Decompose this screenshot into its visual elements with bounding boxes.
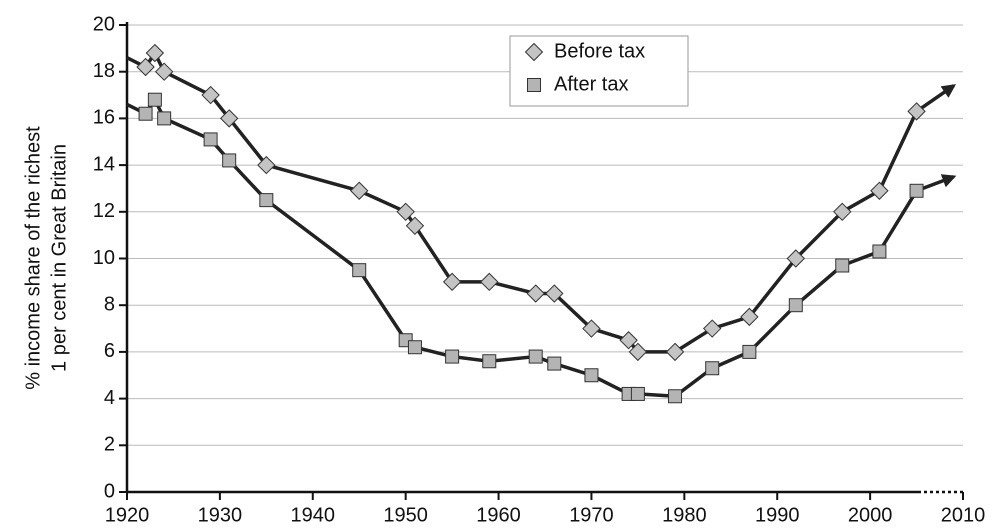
y-tick-label: 20 (93, 13, 115, 35)
y-tick-label: 18 (93, 60, 115, 82)
series-line (126, 97, 919, 399)
diamond-marker (154, 62, 174, 81)
square-marker (584, 368, 599, 383)
x-tick-label: 1930 (198, 504, 243, 526)
square-marker (445, 349, 460, 364)
square-marker (259, 193, 274, 208)
y-tick-label: 12 (93, 200, 115, 222)
square-marker (157, 111, 172, 126)
diamond-marker (628, 342, 648, 362)
diamond-marker (480, 272, 499, 292)
square-marker (788, 298, 803, 313)
x-tick-label: 1980 (662, 504, 707, 526)
y-axis-label: 1 per cent in Great Britain (48, 144, 70, 372)
x-tick-label: 1960 (476, 504, 521, 526)
diamond-marker (582, 319, 601, 338)
diamond-marker (257, 155, 276, 175)
square-marker (909, 183, 924, 198)
legend-marker (524, 42, 544, 62)
x-tick-label: 1970 (569, 504, 614, 526)
square-marker (528, 349, 543, 364)
square-marker (872, 244, 887, 259)
diamond-marker (786, 249, 806, 268)
diamond-marker (442, 272, 462, 292)
diamond-marker (545, 284, 564, 303)
diamond-marker (526, 284, 545, 303)
diamond-marker (619, 331, 638, 350)
y-tick-label: 6 (104, 340, 115, 362)
x-tick-label: 1950 (383, 504, 428, 526)
x-tick-label: 1990 (755, 504, 800, 526)
y-tick-label: 0 (104, 480, 115, 502)
diamond-marker (833, 202, 852, 222)
diamond-marker (145, 43, 165, 63)
diamond-marker (396, 202, 415, 222)
x-tick-label: 1920 (105, 504, 150, 526)
y-axis-label: % income share of the richest (22, 126, 44, 390)
diamond-marker (201, 85, 220, 105)
x-tick-label: 1940 (291, 504, 336, 526)
square-marker (547, 356, 562, 371)
diamond-marker (136, 57, 155, 77)
diamond-marker (870, 181, 889, 200)
diamond-marker (350, 181, 369, 200)
diamond-marker (665, 342, 685, 362)
series-line (126, 51, 919, 354)
diamond-marker (907, 102, 926, 121)
y-tick-label: 8 (104, 293, 115, 315)
square-marker (705, 361, 720, 376)
y-tick-label: 14 (93, 153, 115, 175)
y-tick-label: 16 (93, 107, 115, 129)
square-marker (668, 389, 683, 404)
trend-arrow (915, 84, 957, 113)
square-marker (407, 340, 422, 355)
square-marker (742, 344, 757, 359)
x-tick-label: 2000 (848, 504, 893, 526)
square-marker (222, 153, 237, 168)
diamond-marker (219, 109, 239, 128)
square-marker (630, 386, 645, 401)
diamond-marker (405, 216, 425, 236)
y-tick-label: 4 (104, 387, 115, 409)
square-marker (835, 258, 850, 273)
x-tick-label: 2010 (941, 504, 986, 526)
square-marker (482, 354, 497, 369)
legend-marker (527, 78, 541, 92)
diamond-marker (740, 307, 759, 327)
y-tick-label: 10 (93, 247, 115, 269)
legend (509, 35, 689, 107)
square-marker (138, 106, 153, 121)
diamond-marker (702, 319, 722, 338)
square-marker (147, 92, 162, 107)
square-marker (203, 132, 218, 147)
legend-label: Before tax (554, 40, 645, 62)
square-marker (352, 263, 367, 278)
legend-label: After tax (554, 73, 628, 95)
y-tick-label: 2 (104, 434, 115, 456)
